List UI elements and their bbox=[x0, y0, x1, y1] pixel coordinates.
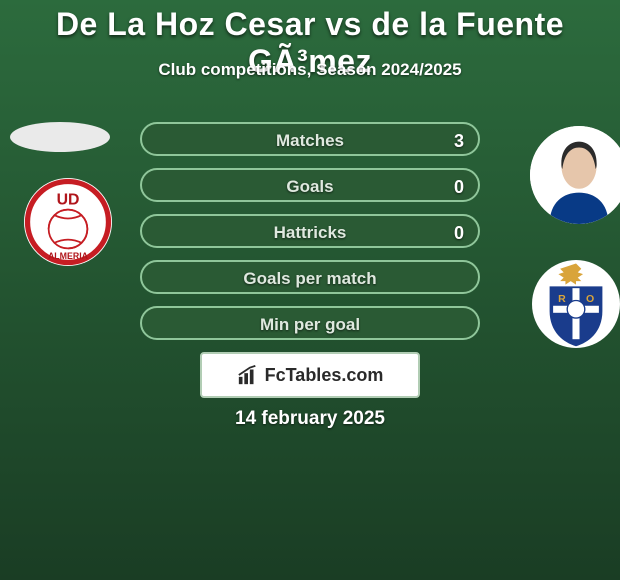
stat-matches: Matches 3 bbox=[140, 122, 480, 156]
svg-text:R: R bbox=[558, 293, 566, 305]
crest-left-ud: UD bbox=[57, 191, 80, 208]
player-left-avatar bbox=[10, 122, 110, 152]
club-left-crest: UD ALMERIA bbox=[24, 178, 112, 266]
stat-label: Goals per match bbox=[243, 269, 376, 288]
date-text: 14 february 2025 bbox=[0, 408, 620, 430]
bar-chart-icon bbox=[237, 364, 259, 386]
stat-goals-per-match: Goals per match bbox=[140, 260, 480, 294]
stat-value: 3 bbox=[454, 124, 464, 158]
player-right-avatar bbox=[530, 126, 620, 224]
stat-value: 0 bbox=[454, 216, 464, 250]
club-right-crest: R O bbox=[532, 260, 620, 348]
stat-label: Min per goal bbox=[260, 315, 360, 334]
stat-goals: Goals 0 bbox=[140, 168, 480, 202]
brand-logo-box: FcTables.com bbox=[200, 352, 420, 398]
subtitle: Club competitions, Season 2024/2025 bbox=[0, 60, 620, 80]
stat-label: Matches bbox=[276, 131, 344, 150]
stat-hattricks: Hattricks 0 bbox=[140, 214, 480, 248]
stat-label: Goals bbox=[286, 177, 333, 196]
stat-min-per-goal: Min per goal bbox=[140, 306, 480, 340]
svg-text:O: O bbox=[586, 293, 594, 305]
crest-left-almeria: ALMERIA bbox=[48, 251, 89, 261]
stat-label: Hattricks bbox=[274, 223, 347, 242]
stat-value: 0 bbox=[454, 170, 464, 204]
brand-text: FcTables.com bbox=[265, 365, 384, 386]
comparison-card: De La Hoz Cesar vs de la Fuente GÃ³mez C… bbox=[0, 0, 620, 580]
